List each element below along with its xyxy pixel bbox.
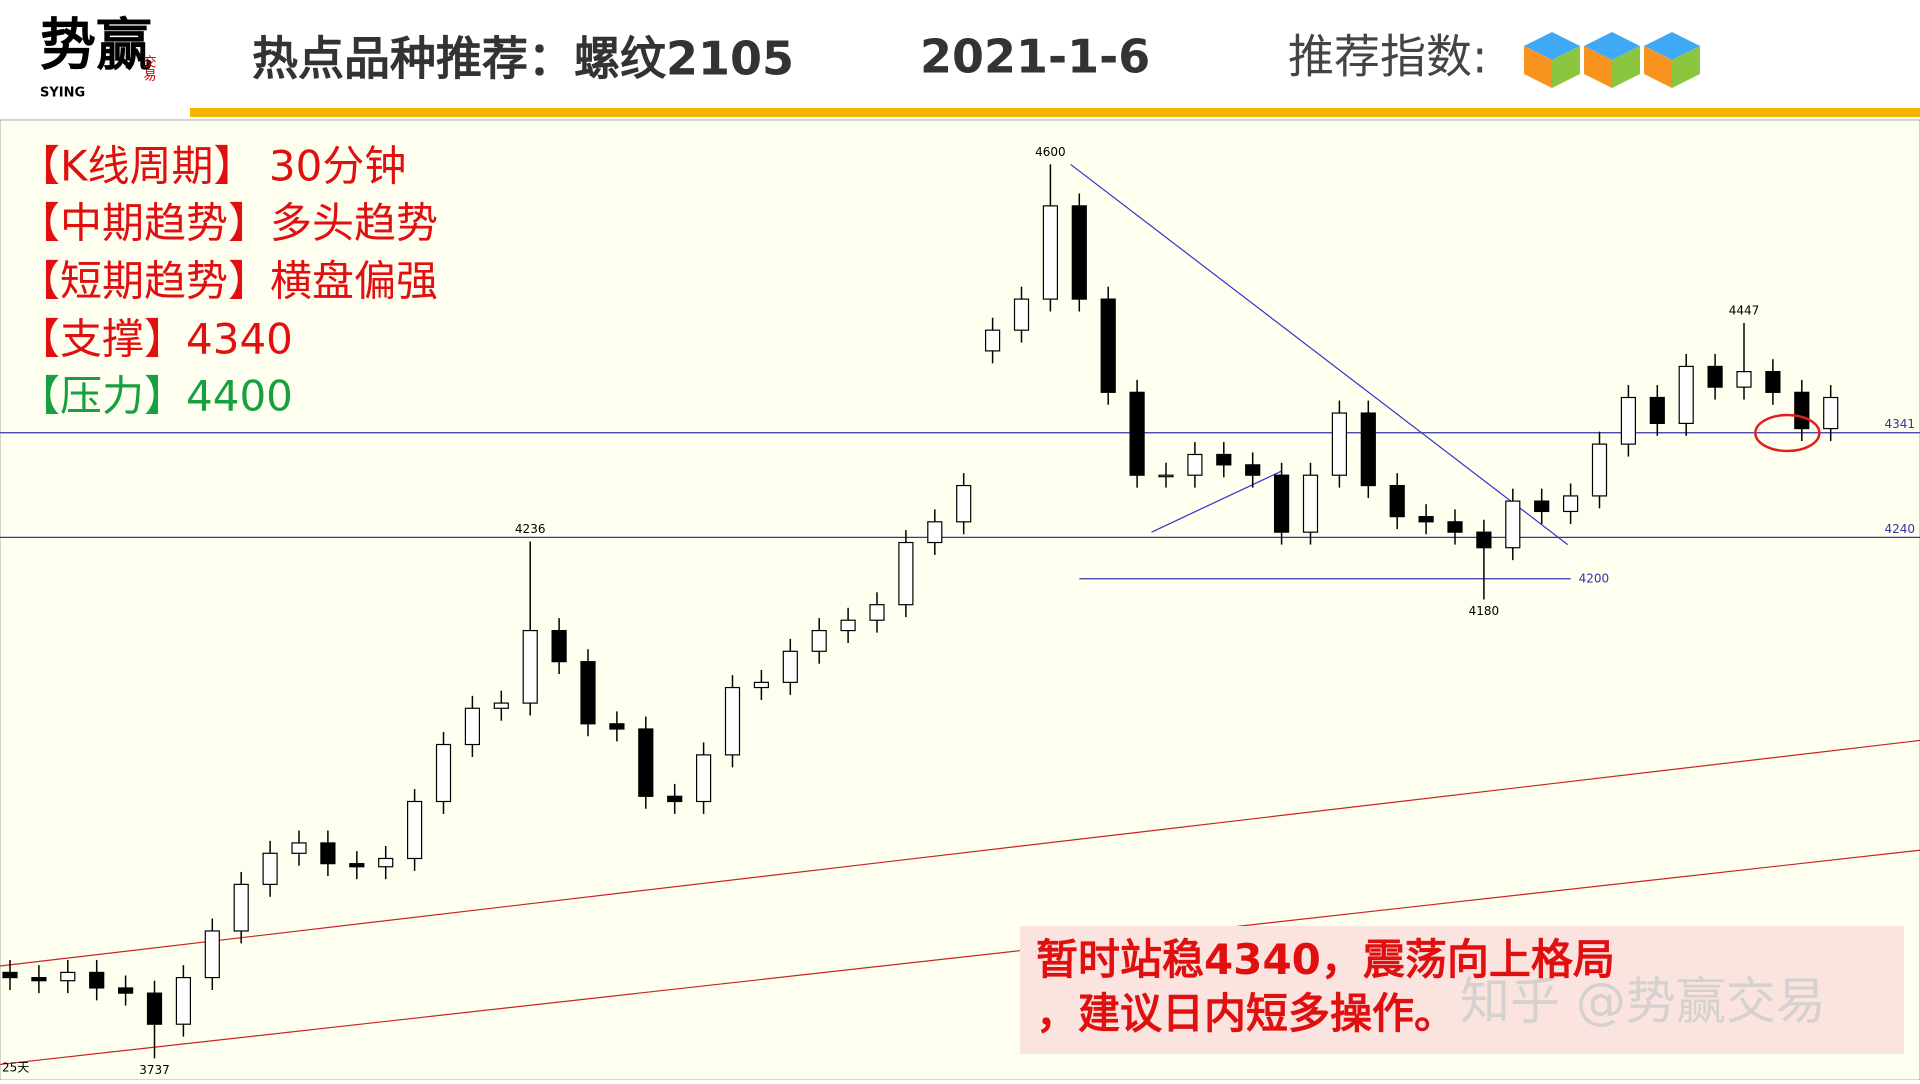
candle-body xyxy=(898,541,914,606)
candle-body xyxy=(1389,484,1405,518)
candle-body xyxy=(291,842,307,854)
candle-body xyxy=(1100,298,1116,393)
candle-body xyxy=(320,842,336,865)
trend-line xyxy=(1070,163,1569,546)
candle-body xyxy=(1620,396,1637,445)
candle-body xyxy=(1562,495,1579,513)
candle-body xyxy=(551,629,567,663)
footer-label: 25天 xyxy=(2,1061,29,1075)
candle-body xyxy=(1505,500,1521,549)
candle-body xyxy=(60,971,76,982)
candle-body xyxy=(1823,396,1839,430)
candle-body xyxy=(1158,474,1174,478)
candle-body xyxy=(493,702,509,709)
candle-body xyxy=(464,707,480,746)
candle-body xyxy=(1360,412,1376,487)
level-label: 4200 xyxy=(1579,571,1610,585)
candle-body xyxy=(1794,391,1810,430)
candle-body xyxy=(667,795,683,803)
candle-body xyxy=(1187,453,1203,476)
info-line: 【中期趋势】多头趋势 xyxy=(18,199,438,248)
candle-body xyxy=(89,971,105,989)
logo-seal: 交易 xyxy=(141,54,157,82)
plot: 4341 4240 4200 4600 4236 3737 4180 4447 25天 xyxy=(0,145,1920,1077)
candle-body xyxy=(1418,516,1434,523)
candle-body xyxy=(869,604,885,621)
candle-body xyxy=(1476,531,1492,549)
logo: 势赢 xyxy=(40,13,152,79)
candle-body xyxy=(1273,474,1290,533)
candle-body xyxy=(1534,500,1550,513)
info-line: 【K线周期】 30分钟 xyxy=(18,142,406,191)
candle-body xyxy=(349,863,365,868)
rating-icons xyxy=(1524,32,1700,88)
candle-body xyxy=(146,992,163,1025)
candle-body xyxy=(1707,365,1723,388)
candle-body xyxy=(1302,474,1319,533)
highlight-circle xyxy=(1754,413,1821,453)
candle-body xyxy=(2,971,18,979)
candle-body xyxy=(724,686,741,756)
candle-body xyxy=(580,661,596,725)
candle-body xyxy=(695,754,712,803)
candle-body xyxy=(1042,205,1059,300)
candle-body xyxy=(1447,521,1463,533)
info-line: 【支撑】4340 xyxy=(18,315,293,364)
logo-sub: SYING xyxy=(40,86,85,101)
candle-body xyxy=(175,976,191,1025)
candle-body xyxy=(1331,412,1348,476)
trend-line xyxy=(0,849,1920,1066)
price-label: 4236 xyxy=(515,522,546,536)
info-line: 【压力】4400 xyxy=(18,372,293,421)
candle-body xyxy=(407,800,423,860)
candle-body xyxy=(609,723,625,730)
candle-body xyxy=(840,619,856,632)
info-line: 【短期趋势】横盘偏强 xyxy=(18,257,438,306)
candle-body xyxy=(811,629,827,652)
candle-body xyxy=(782,650,798,683)
price-label: 4600 xyxy=(1035,145,1066,159)
note: 暂时站稳4340，震荡向上格局，建议日内短多操作。 xyxy=(1036,935,1615,1038)
trend-line xyxy=(1151,470,1282,533)
candle-body xyxy=(522,629,538,704)
title: 热点品种推荐：螺纹2105 xyxy=(252,32,794,86)
date: 2021-1-6 xyxy=(920,30,1150,84)
price-label: 4180 xyxy=(1469,604,1500,618)
candle-body xyxy=(1765,371,1781,393)
header-bar xyxy=(190,108,1920,117)
candle-body xyxy=(1736,371,1752,388)
candle-body xyxy=(435,743,452,803)
candle-body xyxy=(1013,298,1030,331)
note-box xyxy=(1020,926,1904,1054)
candle-body xyxy=(1245,464,1261,476)
price-label: 4447 xyxy=(1729,303,1760,317)
candle-body xyxy=(117,987,134,994)
candle-body xyxy=(262,852,278,885)
candle-body xyxy=(984,329,1001,352)
candle-body xyxy=(1216,453,1232,466)
candle-body xyxy=(927,521,943,544)
candle-body xyxy=(956,484,972,523)
trend-line xyxy=(0,739,1920,967)
candle-body xyxy=(1649,396,1665,425)
level-label: 4240 xyxy=(1884,522,1915,536)
candle-body xyxy=(1678,365,1694,425)
candle-body xyxy=(233,883,249,932)
candle-body xyxy=(1071,205,1087,300)
price-label: 3737 xyxy=(139,1063,170,1077)
candle-body xyxy=(753,681,770,689)
candle-body xyxy=(1591,443,1608,497)
watermark: 知乎 @势赢交易 xyxy=(1460,973,1826,1031)
candle-body xyxy=(1129,391,1145,476)
candle-body xyxy=(378,857,394,868)
chart-background xyxy=(0,119,1920,1081)
candle-body xyxy=(638,728,654,797)
level-label: 4341 xyxy=(1884,417,1915,431)
candle-body xyxy=(204,930,220,979)
rating-label: 推荐指数: xyxy=(1288,30,1488,84)
candle-body xyxy=(31,976,47,982)
